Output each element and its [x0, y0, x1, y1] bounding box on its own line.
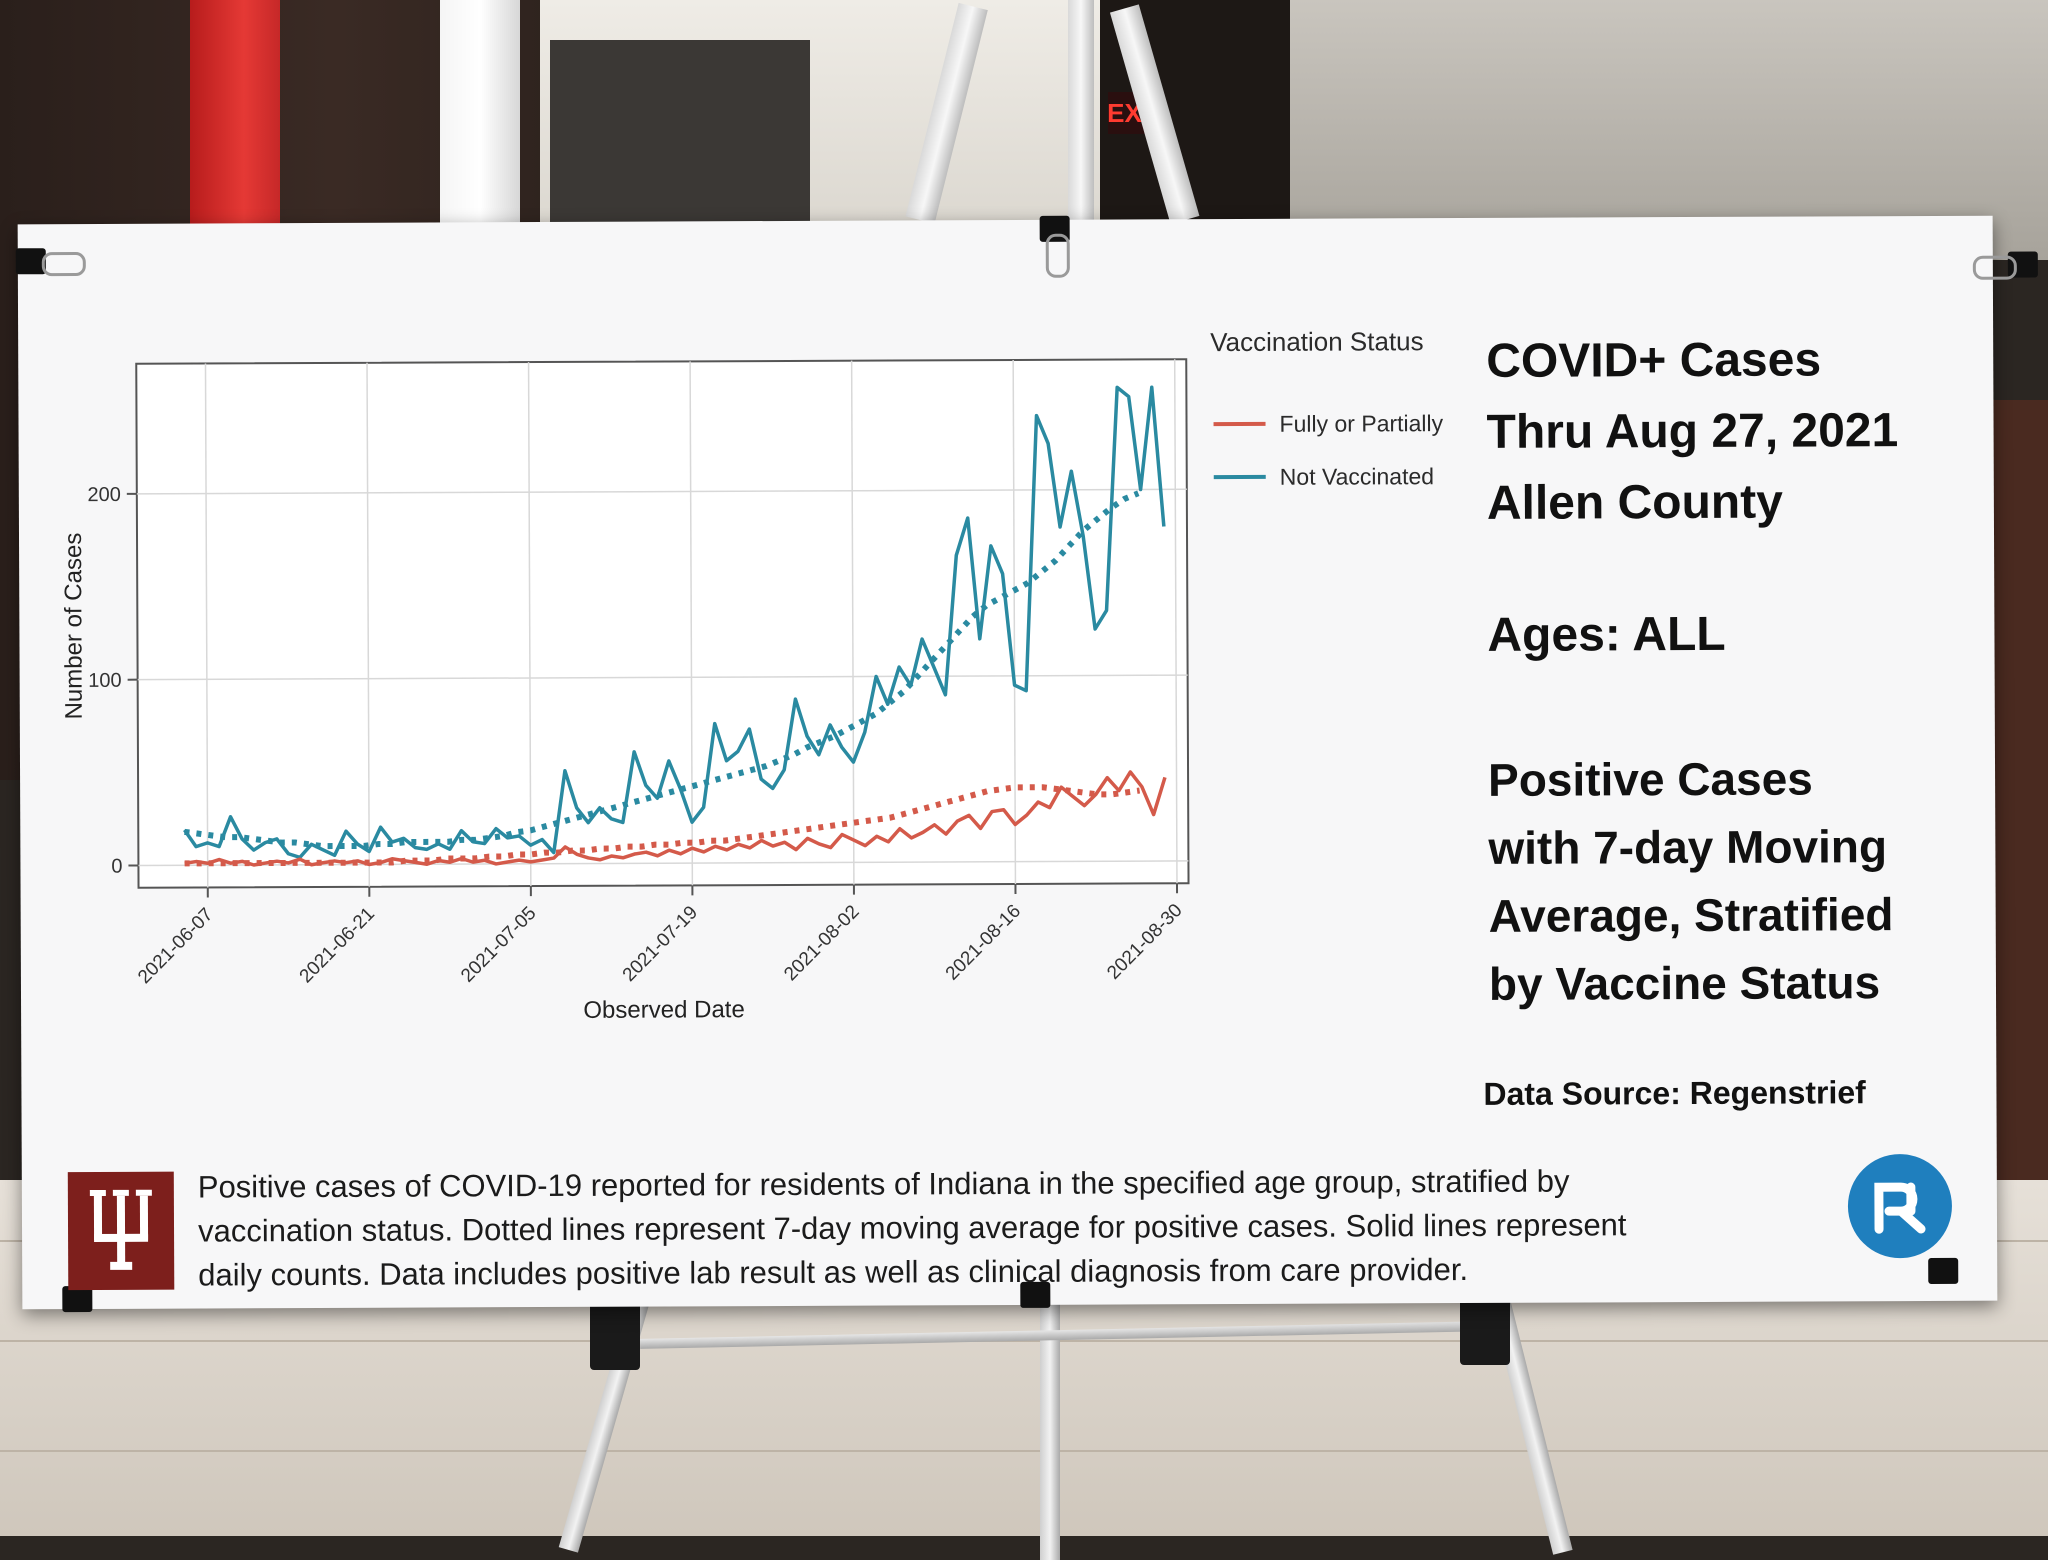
x-tick-label: 2021-08-30 — [1103, 900, 1186, 984]
ages-label: Ages: ALL — [1487, 607, 1725, 663]
footer-line: daily counts. Data includes positive lab… — [198, 1247, 1778, 1298]
line-chart: 2021-06-07 2021-06-21 2021-07-05 2021-07-19… — [18, 219, 1252, 1044]
legend-item-fully-or-partially: Fully or Partially — [1213, 408, 1443, 439]
description-line: with 7-day Moving — [1488, 812, 1968, 882]
legend-swatch-teal — [1214, 475, 1266, 479]
y-tick-label: 0 — [111, 856, 122, 878]
title-line: COVID+ Cases — [1486, 324, 1966, 397]
footer-note: Positive cases of COVID-19 reported for … — [198, 1159, 1779, 1298]
description-line: Average, Stratified — [1489, 880, 1969, 950]
legend-title: Vaccination Status — [1210, 326, 1424, 358]
binder-clip — [1928, 1258, 1958, 1284]
legend-item-not-vaccinated: Not Vaccinated — [1214, 461, 1434, 492]
description-line: Positive Cases — [1488, 744, 1968, 814]
x-tick-label: 2021-08-02 — [780, 901, 863, 985]
easel-top-mast — [1068, 0, 1094, 220]
x-tick-label: 2021-08-16 — [942, 901, 1025, 985]
footer-line: Positive cases of COVID-19 reported for … — [198, 1159, 1778, 1210]
iu-trident-icon — [86, 1188, 156, 1274]
legend-swatch-red — [1214, 422, 1266, 426]
title-line: Allen County — [1487, 466, 1967, 539]
wood-cabinet — [1990, 400, 2048, 1300]
title-line: Thru Aug 27, 2021 — [1486, 395, 1966, 468]
indiana-university-logo — [68, 1172, 175, 1290]
description-line: by Vaccine Status — [1489, 948, 1969, 1018]
legend-label: Not Vaccinated — [1280, 463, 1434, 491]
x-tick-label: 2021-06-07 — [134, 904, 217, 988]
poster: 2021-06-07 2021-06-21 2021-07-05 2021-07-19… — [18, 216, 1998, 1310]
chart-description-heading: Positive Cases with 7-day Moving Average… — [1488, 744, 1969, 1018]
red-flag — [190, 0, 280, 230]
easel-clamp-right — [1460, 1295, 1510, 1365]
easel-clamp-left — [590, 1300, 640, 1370]
legend-label: Fully or Partially — [1279, 410, 1443, 438]
regenstrief-logo — [1848, 1154, 1952, 1258]
x-tick-label: 2021-07-05 — [457, 903, 540, 987]
x-tick-label: 2021-07-19 — [619, 902, 702, 986]
regenstrief-mark-icon — [1865, 1171, 1935, 1241]
y-tick-label: 200 — [87, 484, 120, 506]
x-axis-label: Observed Date — [583, 996, 745, 1024]
y-tick-label: 100 — [88, 670, 121, 692]
data-source: Data Source: Regenstrief — [1483, 1074, 1865, 1113]
footer-line: vaccination status. Dotted lines represe… — [198, 1203, 1778, 1254]
x-tick-label: 2021-06-21 — [296, 903, 379, 987]
y-axis-label: Number of Cases — [60, 533, 88, 720]
white-flag — [440, 0, 520, 230]
poster-title: COVID+ Cases Thru Aug 27, 2021 Allen Cou… — [1486, 324, 1967, 539]
